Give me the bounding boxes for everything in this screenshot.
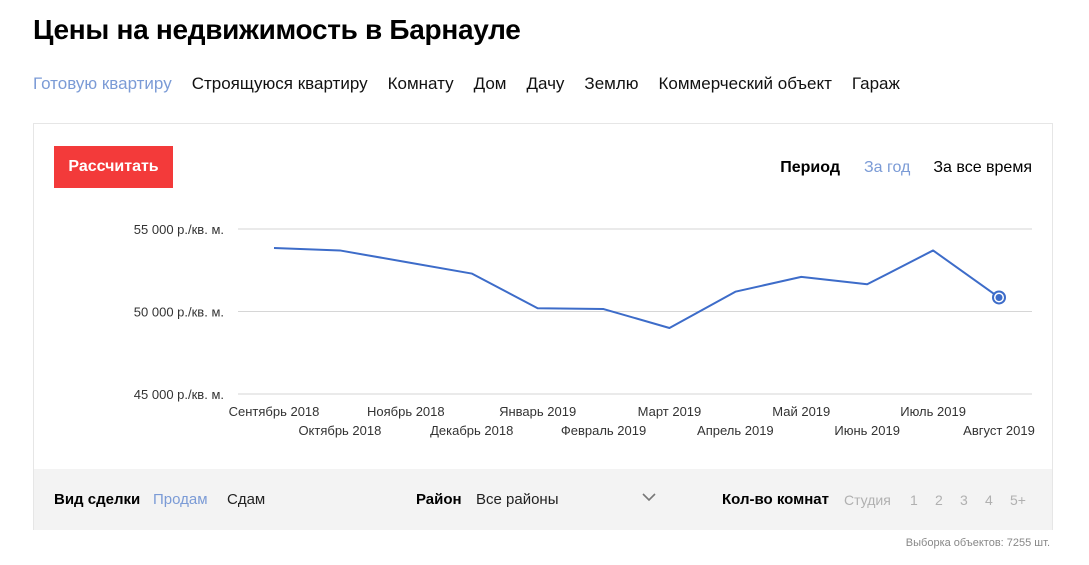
data-point (799, 275, 803, 279)
tab-new-building[interactable]: Строящуюся квартиру (191, 74, 368, 93)
last-point-marker-inner (995, 293, 1003, 301)
deal-sell-option[interactable]: Продам (153, 491, 208, 508)
rooms-option-2[interactable]: 2 (935, 492, 943, 508)
tab-dacha[interactable]: Дачу (526, 74, 565, 93)
x-tick-label: Февраль 2019 (561, 423, 646, 438)
page-title: Цены на недвижимость в Барнауле (33, 14, 521, 45)
data-point (272, 246, 276, 250)
data-point (602, 307, 606, 311)
x-tick-label: Апрель 2019 (697, 423, 774, 438)
property-type-tabs: Готовую квартиру Строящуюся квартиру Ком… (33, 74, 920, 94)
tab-commercial[interactable]: Коммерческий объект (658, 74, 832, 93)
tab-house[interactable]: Дом (473, 74, 507, 93)
price-chart-card: 45 000 р./кв. м. 50 000 р./кв. м. 55 000 р… (33, 123, 1053, 530)
data-point (404, 260, 408, 264)
y-tick-label: 55 000 р./кв. м. (134, 222, 224, 237)
x-tick-label: Май 2019 (772, 404, 830, 419)
chevron-down-icon[interactable] (641, 491, 657, 503)
filters-bar: Вид сделки Продам Сдам Район Все районы … (34, 469, 1052, 530)
rooms-option-1[interactable]: 1 (910, 492, 918, 508)
tab-ready-apartment[interactable]: Готовую квартиру (33, 74, 172, 93)
x-tick-label: Июнь 2019 (834, 423, 900, 438)
sample-count: Выборка объектов: 7255 шт. (905, 537, 1050, 549)
period-selector: Период За год За все время (780, 159, 1032, 177)
calculate-button[interactable]: Рассчитать (54, 146, 173, 188)
x-tick-label: Сентябрь 2018 (229, 404, 320, 419)
tab-land[interactable]: Землю (584, 74, 639, 93)
deal-rent-option[interactable]: Сдам (227, 491, 266, 508)
data-point (667, 326, 671, 330)
y-tick-label: 45 000 р./кв. м. (134, 387, 224, 402)
data-point (865, 282, 869, 286)
rooms-option-5plus[interactable]: 5+ (1010, 492, 1026, 508)
x-tick-label: Декабрь 2018 (430, 423, 513, 438)
x-tick-label: Март 2019 (638, 404, 702, 419)
data-point (733, 290, 737, 294)
rooms-label: Кол-во комнат (722, 491, 829, 508)
period-all-option[interactable]: За все время (933, 159, 1032, 176)
data-point (931, 248, 935, 252)
x-tick-label: Октябрь 2018 (298, 423, 381, 438)
price-series-line (273, 246, 1000, 329)
x-tick-label: Август 2019 (963, 423, 1035, 438)
district-select[interactable]: Все районы (476, 491, 559, 508)
data-point (536, 306, 540, 310)
data-point (470, 272, 474, 276)
data-point (338, 248, 342, 252)
x-tick-label: Ноябрь 2018 (367, 404, 445, 419)
rooms-option-4[interactable]: 4 (985, 492, 993, 508)
tab-garage[interactable]: Гараж (851, 74, 900, 93)
price-line-chart: 45 000 р./кв. м. 50 000 р./кв. м. 55 000 р… (134, 222, 1035, 438)
period-year-option[interactable]: За год (863, 159, 911, 176)
tab-room[interactable]: Комнату (387, 74, 454, 93)
y-tick-label: 50 000 р./кв. м. (134, 305, 224, 320)
period-label: Период (780, 159, 840, 176)
deal-type-label: Вид сделки (54, 491, 141, 508)
x-tick-label: Январь 2019 (499, 404, 576, 419)
x-tick-label: Июль 2019 (900, 404, 966, 419)
rooms-option-3[interactable]: 3 (960, 492, 968, 508)
rooms-option-studio[interactable]: Студия (844, 492, 891, 508)
district-label: Район (416, 491, 462, 508)
